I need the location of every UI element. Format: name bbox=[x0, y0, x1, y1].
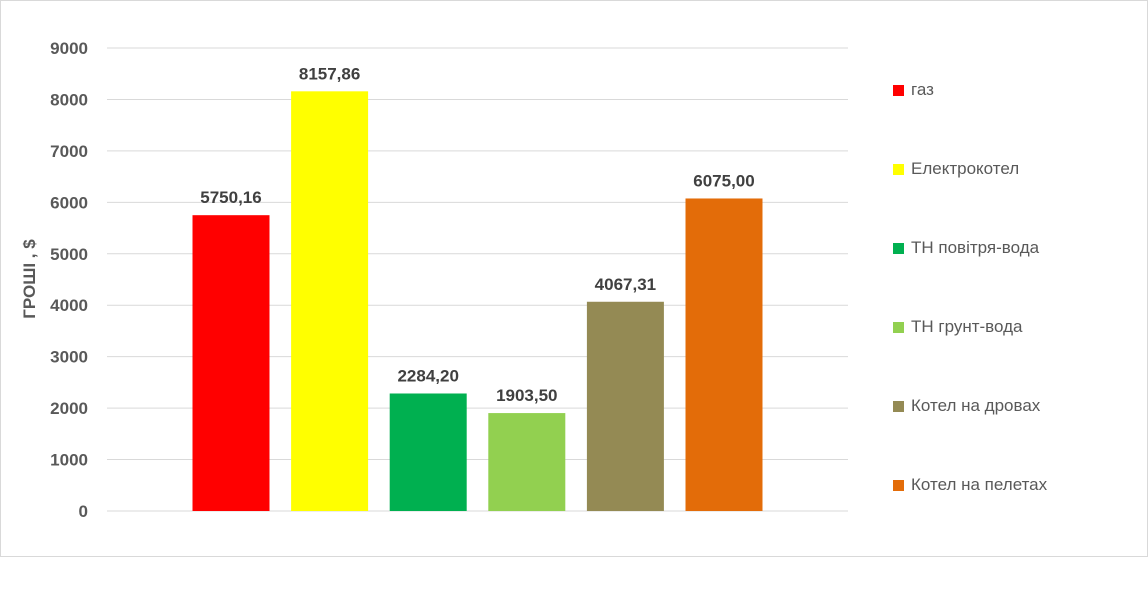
legend-label: ТН повітря-вода bbox=[911, 238, 1040, 257]
y-tick-label: 5000 bbox=[50, 245, 88, 264]
data-label: 4067,31 bbox=[595, 275, 656, 294]
bar-6 bbox=[685, 198, 763, 511]
legend-swatch bbox=[893, 84, 904, 96]
data-label: 5750,16 bbox=[200, 188, 261, 207]
legend-swatch bbox=[893, 242, 904, 254]
chart-area bbox=[0, 0, 1148, 557]
legend-label: Котел на пелетах bbox=[911, 475, 1048, 494]
y-axis-title: ГРОШІ , $ bbox=[20, 239, 39, 319]
legend-item: газ bbox=[893, 78, 934, 102]
y-tick-label: 0 bbox=[79, 502, 88, 521]
y-tick-label: 4000 bbox=[50, 296, 88, 315]
legend-swatch bbox=[893, 163, 904, 175]
data-label: 8157,86 bbox=[299, 64, 360, 83]
y-tick-label: 6000 bbox=[50, 193, 88, 212]
y-axis-ticks: 0 1000 2000 3000 4000 5000 6000 7000 8000 9000 bbox=[50, 39, 88, 521]
legend-label: Котел на дровах bbox=[911, 396, 1041, 415]
y-tick-label: 8000 bbox=[50, 90, 88, 109]
y-tick-label: 2000 bbox=[50, 399, 88, 418]
legend-swatch bbox=[893, 400, 904, 412]
y-tick-label: 3000 bbox=[50, 348, 88, 367]
bar-2 bbox=[291, 91, 369, 511]
bars bbox=[192, 91, 763, 511]
legend-label: ТН грунт-вода bbox=[911, 317, 1023, 336]
bar-5 bbox=[586, 301, 664, 511]
legend-item: Котел на пелетах bbox=[893, 473, 1047, 497]
y-tick-label: 1000 bbox=[50, 451, 88, 470]
legend-swatch bbox=[893, 479, 904, 491]
bar-3 bbox=[389, 393, 467, 511]
legend-item: ТН повітря-вода bbox=[893, 236, 1039, 260]
legend-label: газ bbox=[911, 80, 934, 99]
y-tick-label: 9000 bbox=[50, 39, 88, 58]
legend-item: Електрокотел bbox=[893, 157, 1019, 181]
legend-item: Котел на дровах bbox=[893, 394, 1040, 418]
y-tick-label: 7000 bbox=[50, 142, 88, 161]
legend-swatch bbox=[893, 321, 904, 333]
data-label: 6075,00 bbox=[693, 171, 754, 190]
data-label: 2284,20 bbox=[397, 366, 458, 385]
bar-1 bbox=[192, 215, 270, 511]
data-label: 1903,50 bbox=[496, 386, 557, 405]
data-labels: 5750,16 8157,86 2284,20 1903,50 4067,31 6075,… bbox=[200, 64, 754, 405]
bar-4 bbox=[488, 413, 566, 511]
legend-item: ТН грунт-вода bbox=[893, 315, 1022, 339]
legend-label: Електрокотел bbox=[911, 159, 1020, 178]
